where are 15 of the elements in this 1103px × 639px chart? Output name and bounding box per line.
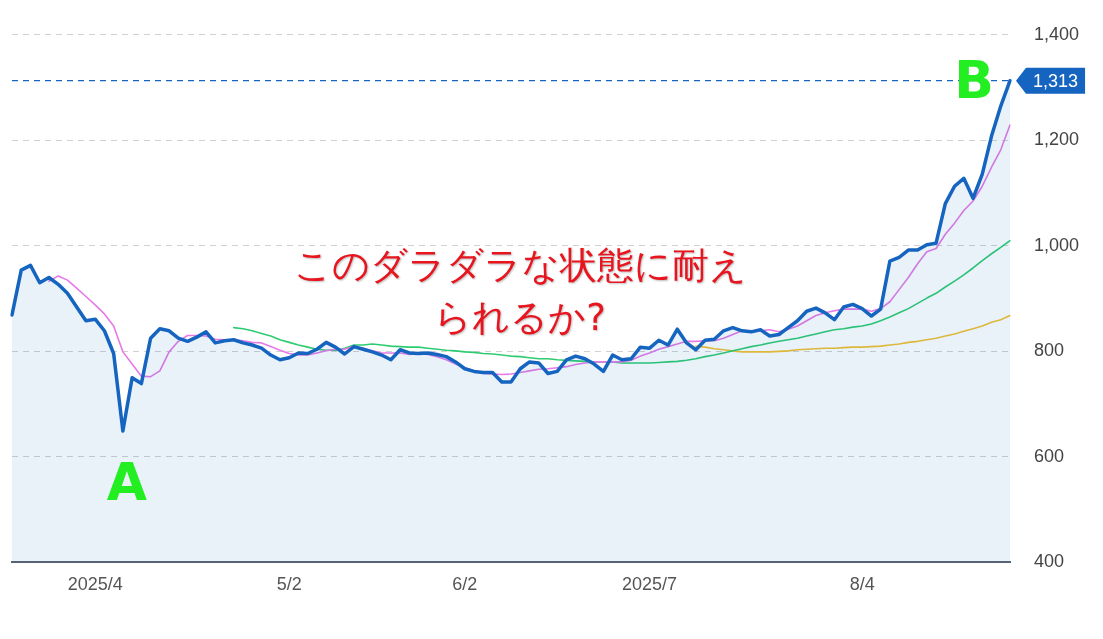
x-tick-label: 2025/7 xyxy=(622,574,678,595)
x-tick-label: 8/4 xyxy=(849,574,875,595)
ref-line-label: 1,313 xyxy=(1033,70,1079,91)
y-tick-label: 400 xyxy=(1034,551,1065,572)
annotation: B xyxy=(954,50,994,111)
x-tick-label: 6/2 xyxy=(452,574,478,595)
annotation: このダラダラな状態に耐えられるか? xyxy=(292,243,748,341)
y-tick-label: 1,200 xyxy=(1034,129,1080,150)
x-tick-label: 2025/4 xyxy=(67,574,123,595)
x-tick-label: 5/2 xyxy=(276,574,302,595)
y-tick-label: 1,000 xyxy=(1034,234,1080,255)
y-tick-label: 1,400 xyxy=(1034,23,1080,44)
y-tick-label: 600 xyxy=(1034,445,1065,466)
annotation: A xyxy=(106,451,148,512)
y-tick-label: 800 xyxy=(1034,340,1065,361)
